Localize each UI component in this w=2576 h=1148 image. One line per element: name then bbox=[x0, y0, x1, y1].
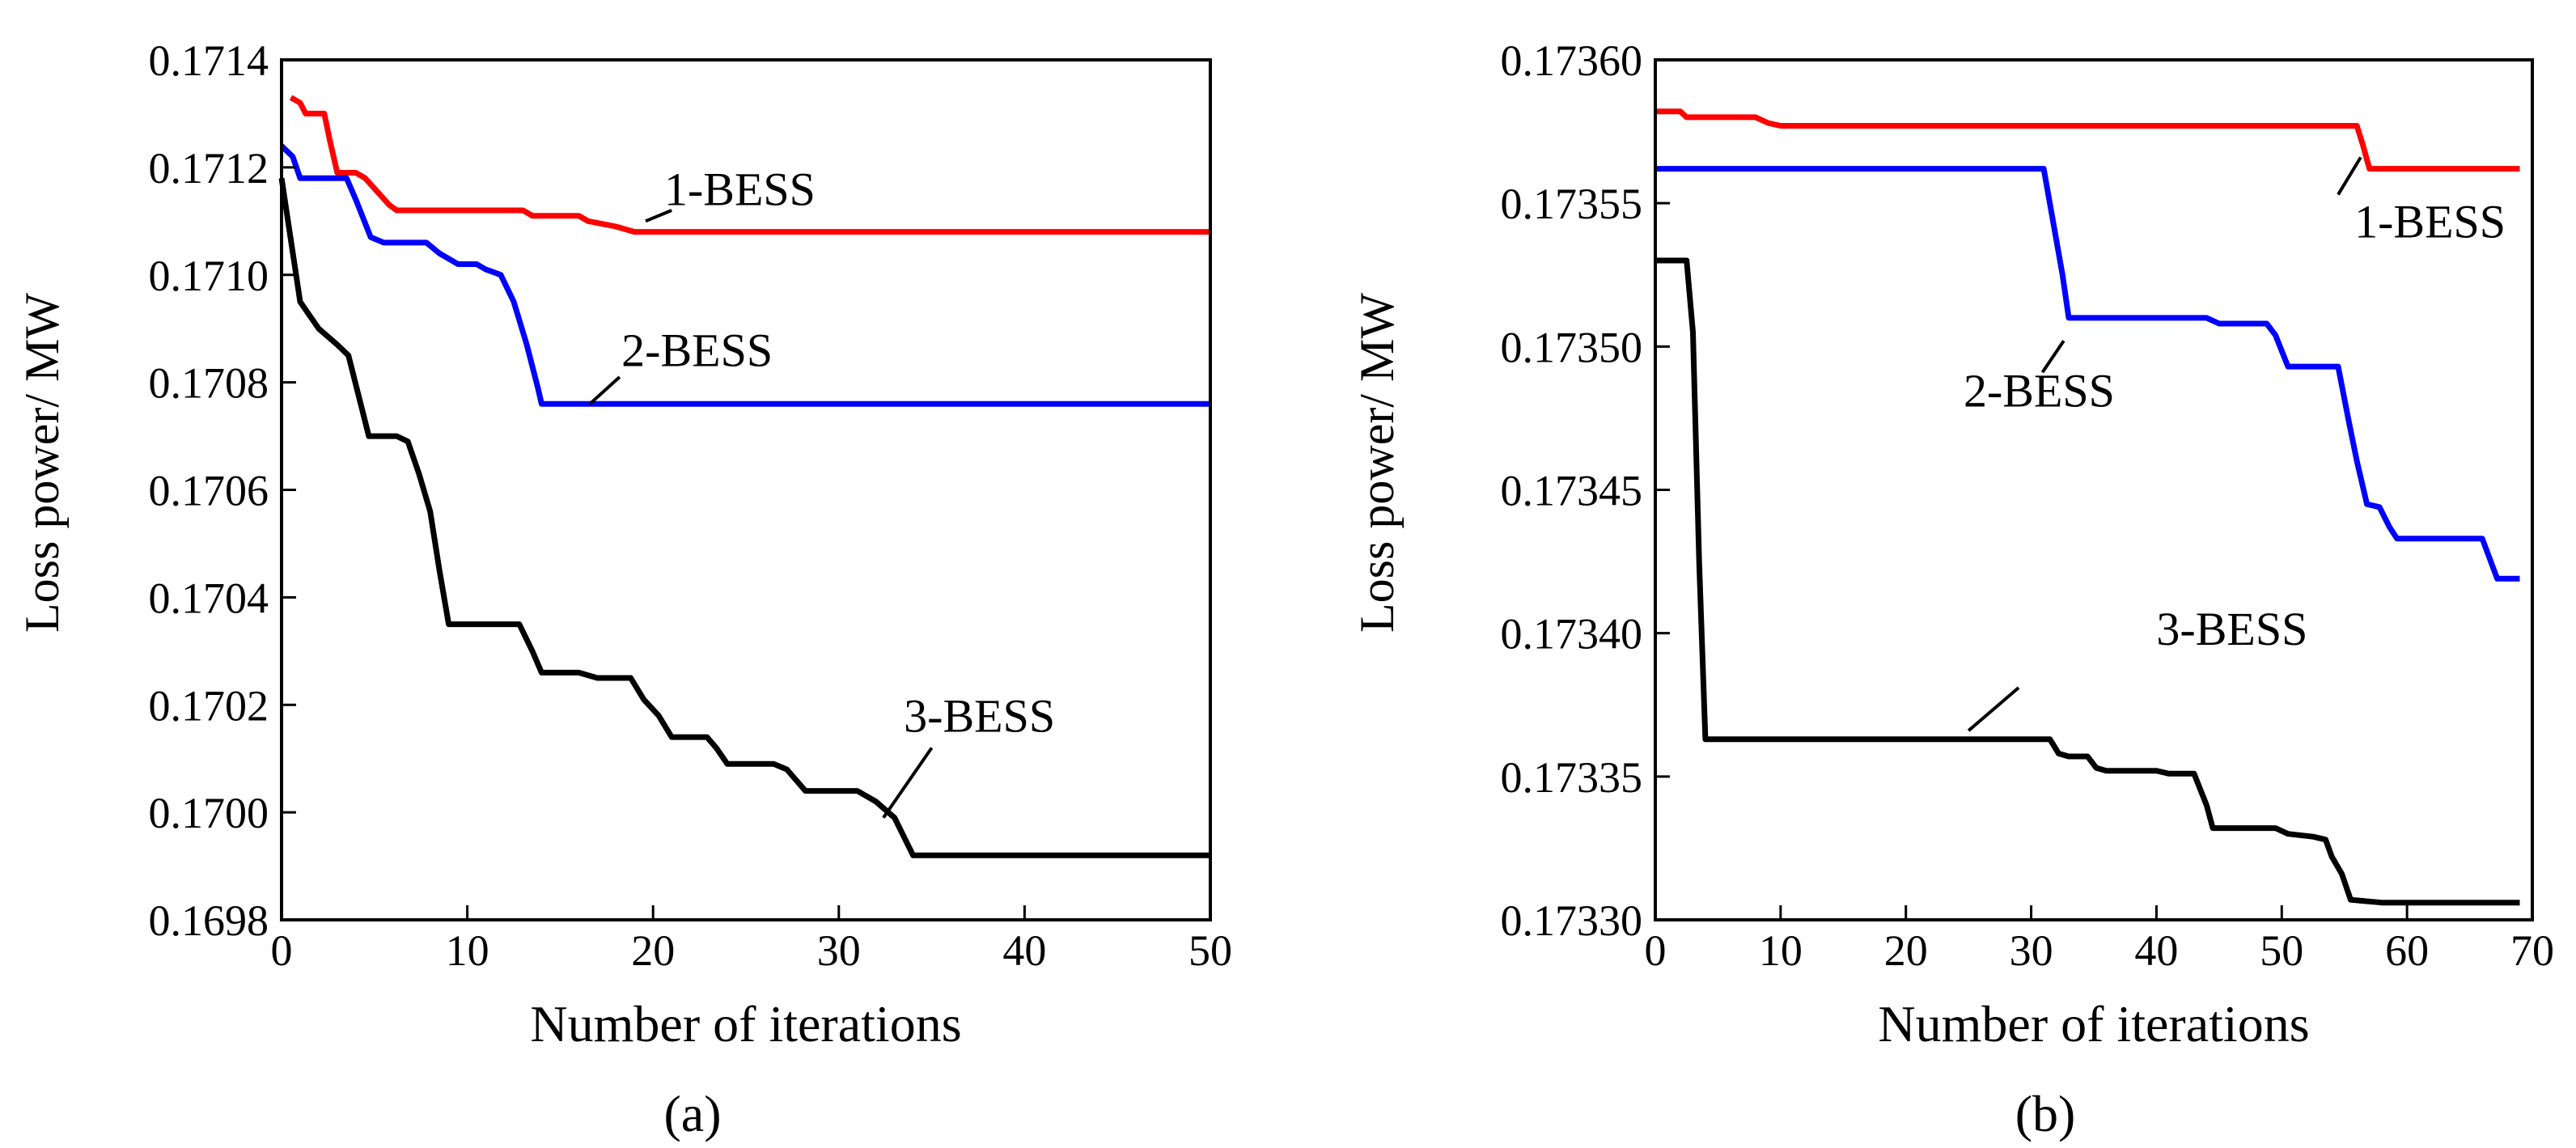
panel-a-series-label-3-bess: 3-BESS bbox=[904, 689, 1055, 742]
panel-a-series-line-3-bess bbox=[278, 177, 1210, 858]
panel-b-series-line-3-bess bbox=[1655, 257, 2520, 906]
panel-b-y-axis-label: Loss power/ MW bbox=[1350, 293, 1404, 633]
panel-a-x-tick-label: 50 bbox=[1188, 926, 1232, 975]
panel-b-x-tick-label: 0 bbox=[1645, 926, 1667, 975]
panel-a-series-line-1-bess bbox=[289, 95, 1210, 235]
panel-a-y-tick-label: 0.1700 bbox=[149, 789, 269, 837]
panel-a-x-axis-label: Number of iterations bbox=[530, 995, 961, 1053]
panel-a-y-tick-label: 0.1698 bbox=[149, 896, 269, 945]
panel-a-x-tick-label: 20 bbox=[631, 926, 675, 975]
panel-b-y-tick-label: 0.17345 bbox=[1501, 467, 1643, 515]
panel-b-x-tick-label: 70 bbox=[2510, 926, 2554, 975]
panel-a-caption: (a) bbox=[663, 1085, 721, 1142]
panel-b-x-tick-label: 10 bbox=[1759, 926, 1803, 975]
panel-a-callout-3-bess bbox=[882, 747, 934, 819]
panel-a: 0 10 20 30 40 50 0.1698 0.1700 0.1702 0.1704 0.170… bbox=[15, 36, 1232, 1142]
panel-b-y-tick-label: 0.17330 bbox=[1501, 896, 1643, 945]
panel-b-callout-3-bess bbox=[1967, 686, 2020, 732]
panel-a-y-tick-label: 0.1702 bbox=[149, 681, 269, 730]
panel-a-series-label-1-bess: 1-BESS bbox=[664, 163, 816, 215]
panel-b-caption: (b) bbox=[2015, 1085, 2076, 1142]
panel-a-y-tick-label: 0.1704 bbox=[149, 574, 269, 622]
panel-b-callout-1-bess bbox=[2337, 156, 2362, 196]
panel-b-y-tick-label: 0.17335 bbox=[1501, 753, 1643, 802]
panel-b-callout-2-bess bbox=[2040, 340, 2065, 374]
panel-b: 0 10 20 30 40 50 60 70 0.17330 0.17335 0.17340 0.17… bbox=[1350, 36, 2554, 1142]
panel-b-x-axis-label: Number of iterations bbox=[1878, 995, 2309, 1053]
panel-a-y-tick-label: 0.1714 bbox=[149, 36, 269, 85]
panel-b-x-tick-label: 30 bbox=[2010, 926, 2053, 975]
panel-b-x-tick-label: 20 bbox=[1884, 926, 1928, 975]
panel-a-y-tick-label: 0.1712 bbox=[149, 144, 269, 193]
panel-b-y-tick-label: 0.17350 bbox=[1501, 323, 1643, 371]
panel-a-y-tick-label: 0.1706 bbox=[149, 467, 269, 515]
panel-a-series-line-2-bess bbox=[279, 143, 1210, 407]
panel-b-series-label-3-bess: 3-BESS bbox=[2156, 603, 2307, 655]
panel-b-series-label-1-bess: 1-BESS bbox=[2354, 196, 2506, 248]
panel-a-x-tick-label: 0 bbox=[271, 926, 293, 975]
panel-a-x-tick-label: 10 bbox=[446, 926, 489, 975]
panel-b-x-tick-label: 40 bbox=[2134, 926, 2178, 975]
panel-b-series-line-1-bess bbox=[1655, 108, 2520, 172]
panel-b-y-tick-label: 0.17360 bbox=[1501, 36, 1643, 85]
panel-b-x-tick-label: 50 bbox=[2260, 926, 2303, 975]
panel-a-y-tick-label: 0.1708 bbox=[149, 359, 269, 408]
panel-b-y-tick-label: 0.17340 bbox=[1501, 610, 1643, 659]
panel-b-series-label-2-bess: 2-BESS bbox=[1964, 365, 2115, 417]
panel-a-x-tick-label: 30 bbox=[817, 926, 861, 975]
panel-a-y-axis-label: Loss power/ MW bbox=[15, 293, 69, 633]
panel-a-callout-1-bess bbox=[645, 209, 672, 223]
panel-a-series-label-2-bess: 2-BESS bbox=[621, 324, 773, 377]
panel-a-x-tick-label: 40 bbox=[1002, 926, 1046, 975]
panel-b-series-line-2-bess bbox=[1655, 166, 2520, 582]
panel-a-y-tick-label: 0.1710 bbox=[149, 252, 269, 300]
panel-b-y-tick-label: 0.17355 bbox=[1501, 180, 1643, 228]
panel-a-callout-2-bess bbox=[588, 375, 621, 405]
panel-b-x-tick-label: 60 bbox=[2385, 926, 2429, 975]
